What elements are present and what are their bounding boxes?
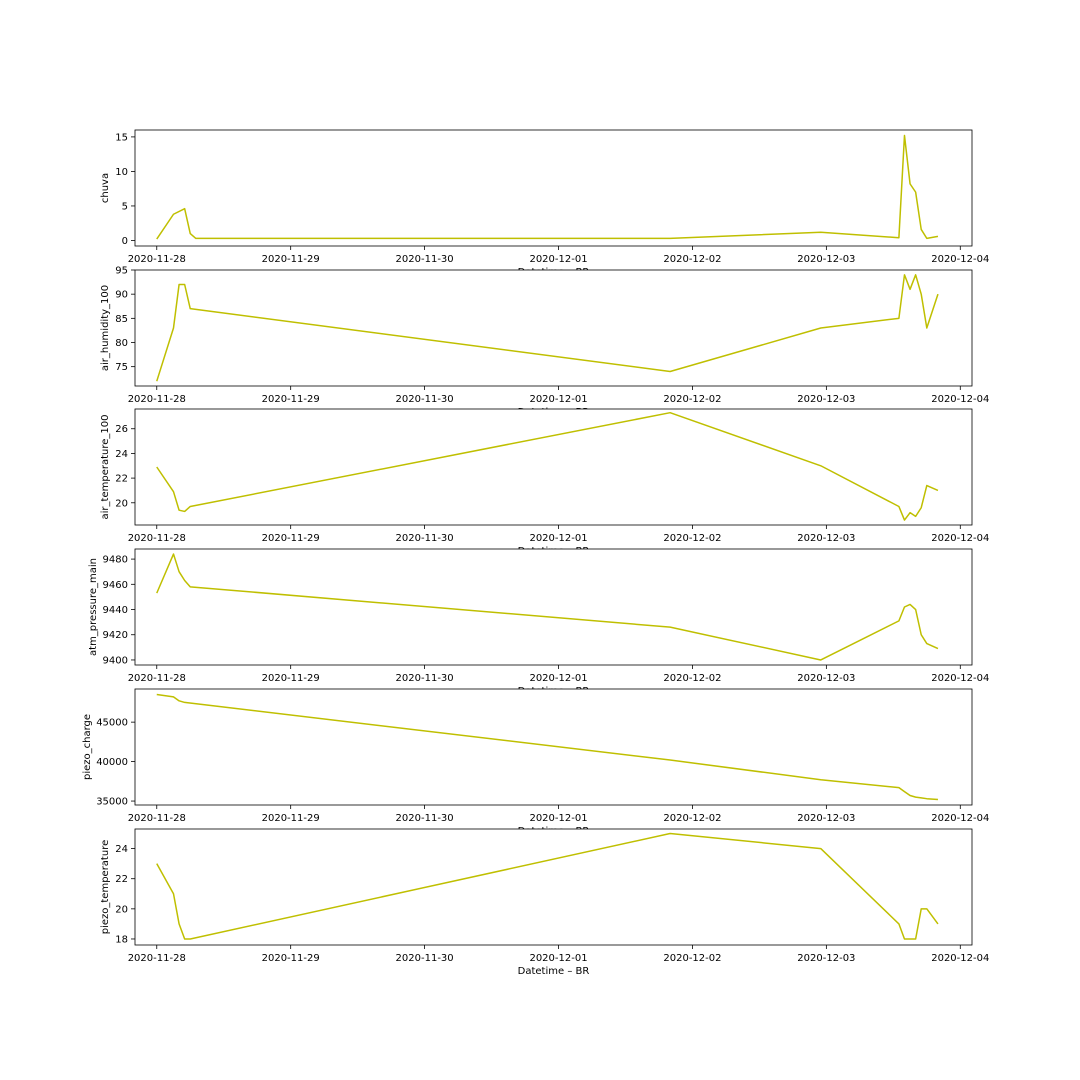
- x-tick-label: 2020-12-02: [663, 254, 721, 265]
- y-tick-label: 90: [115, 290, 128, 301]
- x-tick-label: 2020-11-29: [262, 673, 320, 684]
- y-tick-label: 9460: [103, 580, 128, 591]
- x-tick-label: 2020-12-03: [797, 813, 855, 824]
- x-tick-label: 2020-12-02: [663, 673, 721, 684]
- x-tick-label: 2020-12-02: [663, 394, 721, 405]
- y-tick-label: 9480: [103, 555, 128, 566]
- y-tick-label: 95: [115, 266, 128, 277]
- y-axis-label: air_temperature_100: [100, 415, 111, 520]
- series-line-chuva: [156, 134, 939, 240]
- y-tick-label: 9400: [103, 655, 128, 666]
- x-tick-label: 2020-12-01: [529, 533, 587, 544]
- series-line-piezo_temperature: [156, 832, 939, 940]
- x-tick-label: 2020-12-03: [797, 254, 855, 265]
- y-tick-label: 10: [115, 167, 128, 178]
- plot-frame: [134, 548, 973, 666]
- x-axis-label: Datetime – BR: [518, 966, 590, 977]
- y-tick-label: 45000: [96, 718, 128, 729]
- y-tick-label: 18: [115, 934, 128, 945]
- y-tick-label: 75: [115, 362, 128, 373]
- x-tick-label: 2020-12-02: [663, 813, 721, 824]
- x-tick-label: 2020-11-30: [396, 254, 454, 265]
- y-axis-label: atm_pressure_main: [88, 558, 99, 656]
- x-tick-label: 2020-11-30: [396, 813, 454, 824]
- subplot-stack: 2020-11-28 2020-11-29 2020-11-30 2020-12-01…: [82, 129, 989, 977]
- y-tick-label: 26: [115, 424, 128, 435]
- series-line-piezo_charge: [156, 693, 939, 801]
- subplot-air_humidity_100: 2020-11-28 2020-11-29 2020-11-30 2020-12-01…: [100, 266, 989, 419]
- y-axis-label: piezo_temperature: [100, 840, 111, 935]
- plot-area-background: [135, 689, 972, 805]
- x-tick-label: 2020-12-03: [797, 394, 855, 405]
- subplot-air_temperature_100: 2020-11-28 2020-11-29 2020-11-30 2020-12-01…: [100, 408, 989, 557]
- y-tick-label: 40000: [96, 757, 128, 768]
- x-tick-label: 2020-11-28: [128, 813, 186, 824]
- y-tick-label: 24: [115, 449, 128, 460]
- x-tick-label: 2020-11-28: [128, 254, 186, 265]
- series-line-atm_pressure_main: [156, 553, 939, 661]
- x-tick-label: 2020-11-28: [128, 673, 186, 684]
- x-tick-label: 2020-12-01: [529, 813, 587, 824]
- plot-frame: [134, 129, 973, 247]
- x-tick-label: 2020-12-04: [931, 673, 989, 684]
- x-tick-label: 2020-11-28: [128, 394, 186, 405]
- y-tick-label: 22: [115, 474, 128, 485]
- x-tick-label: 2020-11-29: [262, 813, 320, 824]
- x-tick-label: 2020-12-04: [931, 953, 989, 964]
- x-tick-label: 2020-12-04: [931, 533, 989, 544]
- y-tick-label: 24: [115, 844, 128, 855]
- subplot-piezo_temperature: 2020-11-28 2020-11-29 2020-11-30 2020-12-01…: [100, 828, 989, 977]
- x-tick-label: 2020-12-03: [797, 673, 855, 684]
- plot-frame: [134, 828, 973, 946]
- x-tick-label: 2020-12-01: [529, 254, 587, 265]
- y-tick-label: 85: [115, 314, 128, 325]
- series-line-air_humidity_100: [156, 274, 939, 382]
- plot-frame: [134, 688, 973, 806]
- y-tick-label: 9420: [103, 630, 128, 641]
- x-tick-label: 2020-12-03: [797, 533, 855, 544]
- y-tick-label: 9440: [103, 605, 128, 616]
- y-axis-label: chuva: [100, 173, 111, 203]
- y-tick-label: 0: [122, 236, 128, 247]
- plot-area-background: [135, 549, 972, 665]
- x-tick-label: 2020-12-01: [529, 953, 587, 964]
- y-axis-label: air_humidity_100: [100, 285, 111, 371]
- x-tick-label: 2020-11-28: [128, 953, 186, 964]
- y-tick-label: 35000: [96, 797, 128, 808]
- y-tick-label: 80: [115, 338, 128, 349]
- y-tick-label: 15: [115, 132, 128, 143]
- y-axis-label: piezo_charge: [82, 714, 93, 780]
- plot-area-background: [135, 409, 972, 525]
- y-tick-label: 5: [122, 201, 128, 212]
- x-tick-label: 2020-12-04: [931, 394, 989, 405]
- x-tick-label: 2020-12-01: [529, 673, 587, 684]
- plot-frame: [134, 408, 973, 526]
- x-tick-label: 2020-11-30: [396, 953, 454, 964]
- x-tick-label: 2020-11-29: [262, 394, 320, 405]
- x-tick-label: 2020-11-29: [262, 953, 320, 964]
- y-tick-label: 20: [115, 904, 128, 915]
- y-tick-label: 22: [115, 874, 128, 885]
- x-tick-label: 2020-12-02: [663, 533, 721, 544]
- x-tick-label: 2020-12-02: [663, 953, 721, 964]
- x-tick-label: 2020-12-04: [931, 254, 989, 265]
- x-tick-label: 2020-12-03: [797, 953, 855, 964]
- x-tick-label: 2020-11-30: [396, 533, 454, 544]
- x-tick-label: 2020-11-29: [262, 254, 320, 265]
- x-tick-label: 2020-11-28: [128, 533, 186, 544]
- y-tick-label: 20: [115, 498, 128, 509]
- subplot-atm_pressure_main: 2020-11-28 2020-11-29 2020-11-30 2020-12-01…: [88, 548, 989, 697]
- x-tick-label: 2020-12-04: [931, 813, 989, 824]
- plot-area-background: [135, 829, 972, 945]
- x-tick-label: 2020-11-30: [396, 394, 454, 405]
- plot-area-background: [135, 270, 972, 386]
- x-tick-label: 2020-11-30: [396, 673, 454, 684]
- series-line-air_temperature_100: [156, 411, 939, 521]
- plot-frame: [134, 269, 973, 387]
- x-tick-label: 2020-11-29: [262, 533, 320, 544]
- x-tick-label: 2020-12-01: [529, 394, 587, 405]
